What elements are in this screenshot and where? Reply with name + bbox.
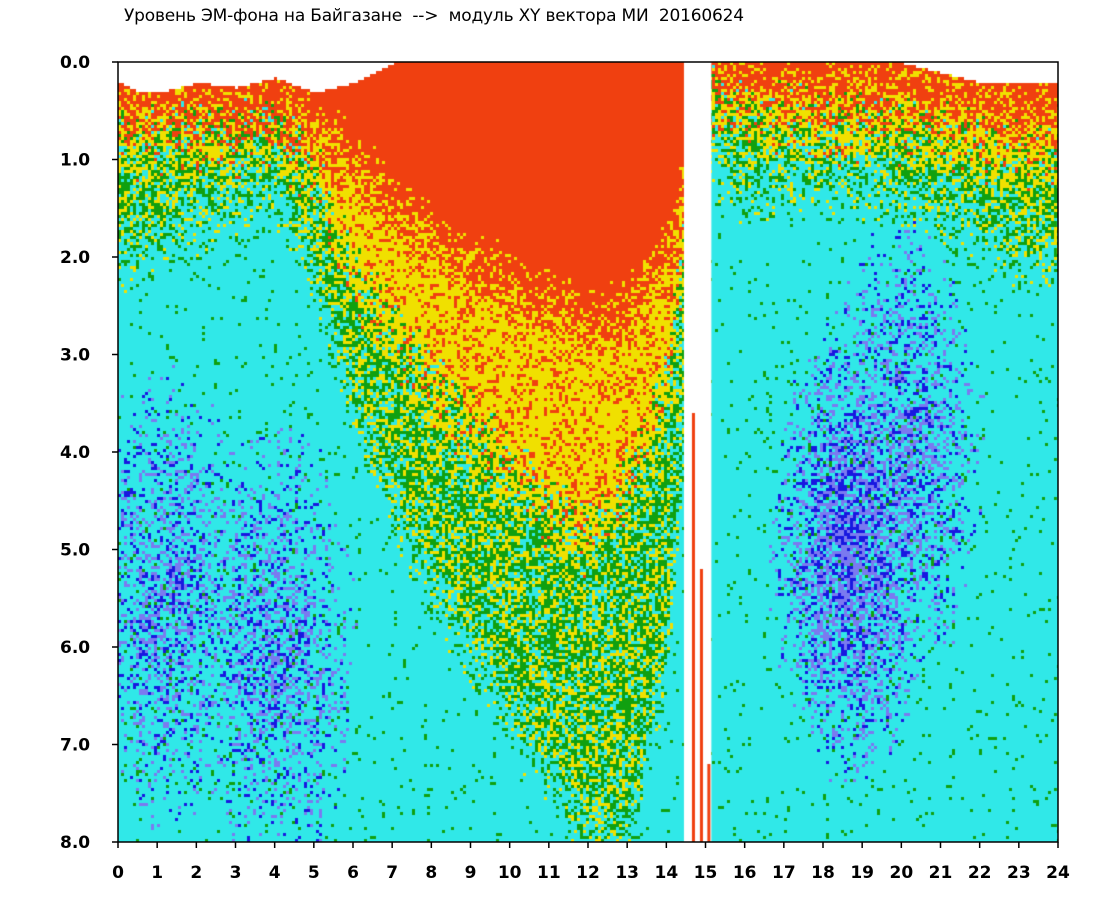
x-tick-label: 9 xyxy=(465,863,477,883)
y-tick-label: 7.0 xyxy=(60,736,90,756)
x-tick-label: 23 xyxy=(1007,863,1031,883)
x-tick-label: 0 xyxy=(112,863,124,883)
x-tick-label: 7 xyxy=(386,863,398,883)
y-tick-label: 5.0 xyxy=(60,541,90,561)
y-tick-label: 4.0 xyxy=(60,443,90,463)
y-tick-label: 1.0 xyxy=(60,151,90,171)
x-tick-label: 16 xyxy=(733,863,757,883)
y-tick-label: 3.0 xyxy=(60,346,90,366)
x-tick-label: 11 xyxy=(537,863,561,883)
y-tick-label: 8.0 xyxy=(60,833,90,853)
x-tick-label: 18 xyxy=(811,863,835,883)
x-tick-label: 3 xyxy=(230,863,242,883)
x-tick-label: 20 xyxy=(889,863,913,883)
x-tick-label: 4 xyxy=(269,863,281,883)
x-tick-label: 15 xyxy=(694,863,718,883)
y-tick-label: 0.0 xyxy=(60,53,90,73)
x-tick-label: 6 xyxy=(347,863,359,883)
x-tick-label: 5 xyxy=(308,863,320,883)
x-tick-label: 1 xyxy=(151,863,163,883)
x-tick-label: 10 xyxy=(498,863,522,883)
x-tick-label: 8 xyxy=(425,863,437,883)
heatmap-image xyxy=(118,62,1058,842)
x-tick-label: 21 xyxy=(929,863,953,883)
x-tick-label: 19 xyxy=(850,863,874,883)
x-tick-label: 17 xyxy=(772,863,796,883)
x-tick-label: 14 xyxy=(654,863,678,883)
x-tick-label: 13 xyxy=(615,863,639,883)
y-tick-label: 6.0 xyxy=(60,638,90,658)
x-tick-label: 24 xyxy=(1046,863,1070,883)
x-tick-label: 22 xyxy=(968,863,992,883)
x-tick-label: 12 xyxy=(576,863,600,883)
chart-title: Уровень ЭМ-фона на Байгазане --> модуль … xyxy=(124,6,744,26)
y-tick-label: 2.0 xyxy=(60,248,90,268)
x-tick-label: 2 xyxy=(190,863,202,883)
